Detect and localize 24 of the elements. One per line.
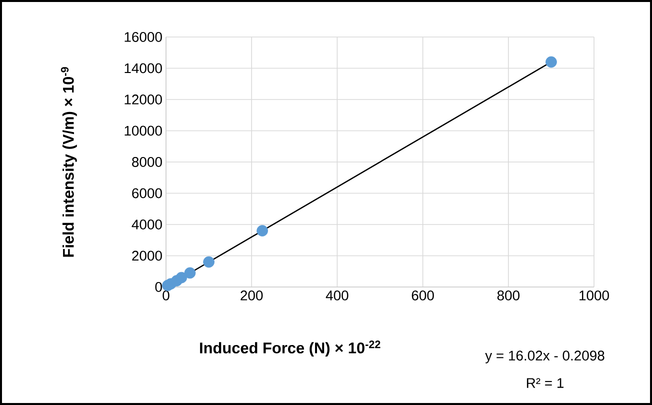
y-tick-label: 10000: [124, 126, 162, 136]
y-tick-label: 16000: [124, 32, 162, 42]
y-tick-label: 6000: [132, 188, 162, 198]
x-tick-label: 800: [497, 290, 520, 300]
point: [176, 272, 188, 284]
y-tick-label: 0: [155, 282, 162, 292]
y-tick-label: 4000: [132, 220, 162, 230]
point: [256, 225, 268, 236]
y-tick-label: 2000: [132, 250, 162, 261]
text: y = 16.02x - 0.2098: [485, 350, 604, 364]
x-tick-label: 1000: [580, 290, 609, 300]
point: [184, 267, 196, 279]
x-tick-label: 400: [326, 290, 348, 300]
x-tick-label: 0: [162, 290, 170, 300]
y-tick-label: 12000: [124, 94, 162, 104]
y-tick-label: 8000: [132, 157, 162, 167]
y-axis-title: Field intensity (V/m) × 10$^{-9}$: [60, 67, 77, 257]
x-tick-label: 600: [412, 290, 434, 300]
point: [546, 56, 557, 68]
x-axis-title: Induced Force (N) × 10$^{-22}$: [200, 340, 380, 356]
point: [203, 256, 214, 268]
y-tick-label: 14000: [124, 63, 162, 74]
text: R² = 1: [526, 378, 564, 388]
x-tick-label: 200: [240, 290, 263, 300]
